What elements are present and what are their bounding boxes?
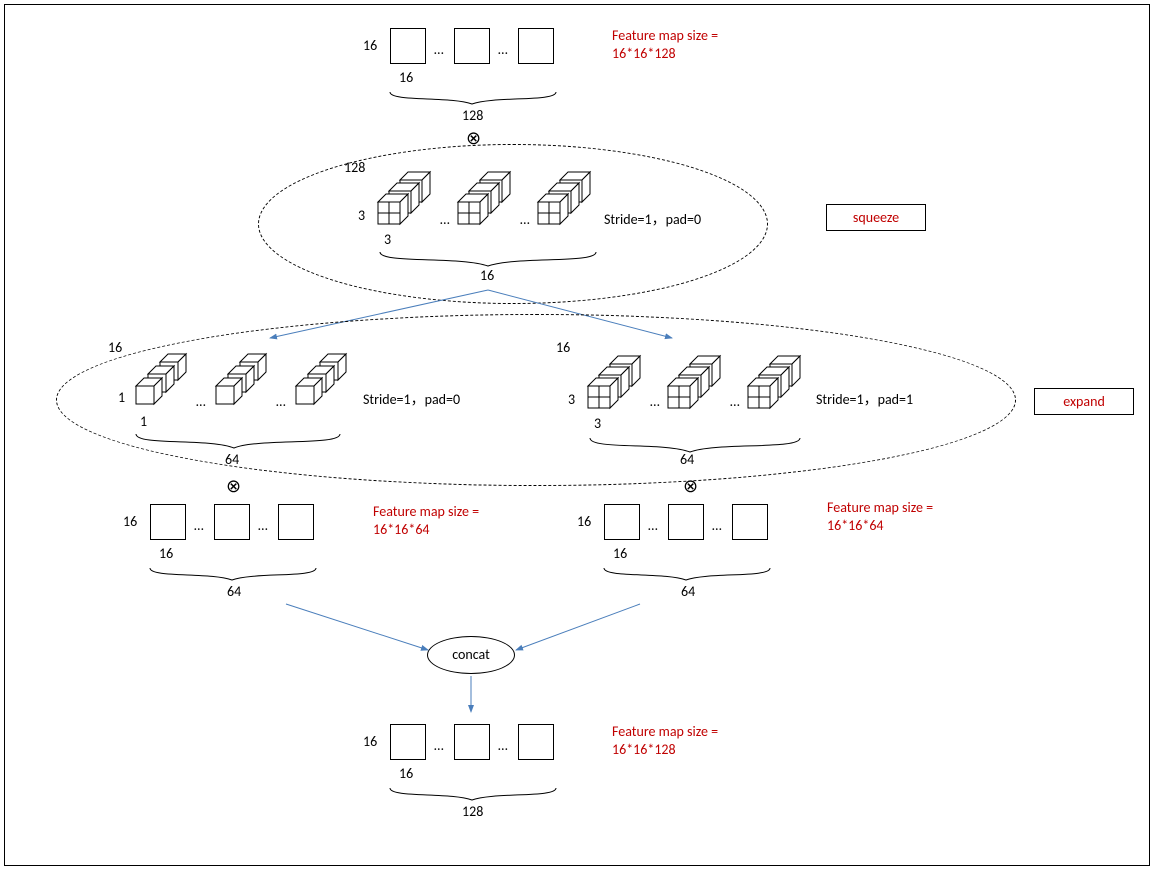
fm-square [390, 724, 426, 760]
squeeze-label-box: squeeze [826, 204, 926, 231]
outR-note1: Feature map size = [827, 500, 933, 515]
fm-square [454, 28, 490, 64]
concat-label: concat [452, 646, 490, 663]
bottom-h-label: 16 [363, 734, 377, 749]
outL-h: 16 [123, 514, 137, 529]
squeeze-depth: 128 [344, 160, 365, 175]
dots: … [194, 518, 204, 533]
squeeze-count: 16 [480, 268, 494, 283]
fm-square [668, 504, 704, 540]
fm-square [518, 724, 554, 760]
fm-square [518, 28, 554, 64]
dots: … [648, 518, 658, 533]
bottom-count-label: 128 [462, 804, 483, 819]
outR-c: 64 [681, 584, 695, 599]
fm-square [454, 724, 490, 760]
squeeze-title: squeeze [853, 209, 899, 226]
outL-w: 16 [159, 546, 173, 561]
outL-c: 64 [227, 584, 241, 599]
expR-params: Stride=1，pad=1 [816, 392, 913, 407]
expL-kw: 1 [140, 414, 147, 429]
expand-title: expand [1063, 393, 1105, 410]
expL-kh: 1 [118, 390, 125, 405]
top-count-label: 128 [462, 108, 483, 123]
expR-count: 64 [680, 452, 694, 467]
bottom-w-label: 16 [399, 766, 413, 781]
dots: … [712, 518, 722, 533]
expR-kw: 3 [594, 416, 601, 431]
top-note-l2: 16*16*128 [612, 46, 676, 61]
fm-square [732, 504, 768, 540]
fm-square [390, 28, 426, 64]
top-w-label: 16 [399, 70, 413, 85]
dots: … [434, 42, 444, 57]
expL-depth: 16 [108, 340, 122, 355]
expL-count: 64 [225, 452, 239, 467]
outL-note2: 16*16*64 [373, 522, 430, 537]
top-note-l1: Feature map size = [612, 28, 718, 43]
expand-label-box: expand [1034, 388, 1134, 415]
expL-params: Stride=1，pad=0 [363, 392, 460, 407]
tensor-icon: ⊗ [226, 476, 241, 497]
outL-note1: Feature map size = [373, 504, 479, 519]
dots: … [498, 42, 508, 57]
expR-kh: 3 [568, 392, 575, 407]
fm-square [150, 504, 186, 540]
top-h-label: 16 [363, 38, 377, 53]
bottom-note-l1: Feature map size = [612, 724, 718, 739]
dots: … [498, 738, 508, 753]
dots: … [258, 518, 268, 533]
outR-w: 16 [613, 546, 627, 561]
tensor-icon: ⊗ [683, 476, 698, 497]
bottom-note-l2: 16*16*128 [612, 742, 676, 757]
concat-ellipse: concat [427, 636, 515, 674]
outR-note2: 16*16*64 [827, 518, 884, 533]
fm-square [604, 504, 640, 540]
fm-square [214, 504, 250, 540]
squeeze-params: Stride=1，pad=0 [604, 212, 701, 227]
squeeze-kw: 3 [384, 232, 391, 247]
dots: … [434, 738, 444, 753]
outR-h: 16 [577, 514, 591, 529]
squeeze-kh: 3 [358, 208, 365, 223]
fm-square [278, 504, 314, 540]
expR-depth: 16 [556, 340, 570, 355]
